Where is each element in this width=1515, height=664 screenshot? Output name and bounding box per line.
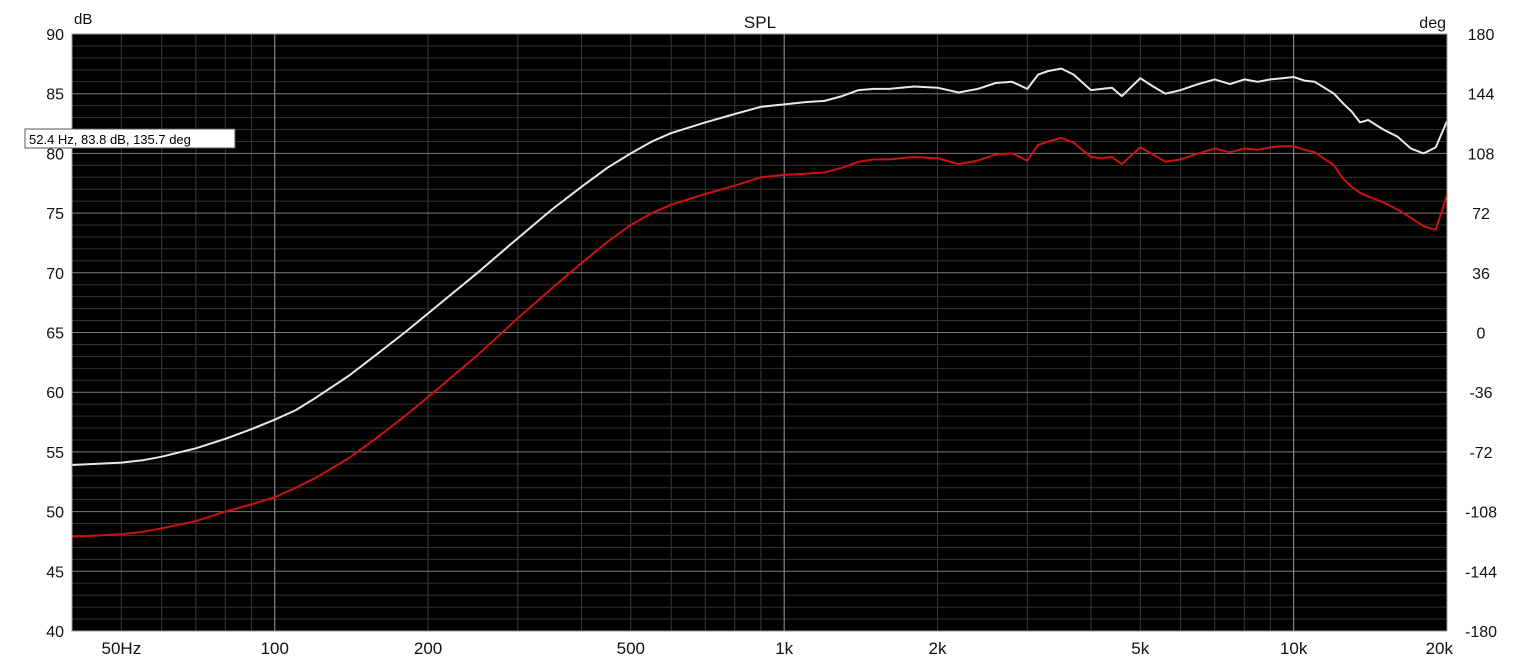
y2-tick-label: -180 [1465,624,1497,641]
y2-tick-label: -108 [1465,505,1497,522]
series-line-2 [71,136,1448,538]
chart-title: SPL [744,13,776,32]
y-tick-label: 40 [46,624,64,641]
y-tick-labels: 90 85 80 75 70 65 60 55 50 45 40 [46,27,64,641]
y-tick-label: 70 [46,266,64,283]
y-tick-label: 80 [46,146,64,163]
x-tick-label: 20k [1426,639,1454,658]
y2-tick-label: 108 [1468,146,1495,163]
series-layer [71,67,1448,538]
y2-tick-label: 144 [1468,87,1495,104]
y-tick-label: 50 [46,505,64,522]
y-axis-label: dB [74,11,92,28]
x-tick-label: 10k [1280,639,1308,658]
y-tick-label: 45 [46,564,64,581]
y2-tick-labels: 180 144 108 72 36 0 -36 -72 -108 -144 -180 [1465,27,1497,641]
y-tick-label: 85 [46,87,64,104]
y2-tick-label: 0 [1477,326,1486,343]
y2-tick-label: 72 [1472,206,1490,223]
y2-tick-label: -72 [1469,445,1492,462]
y2-axis-label: deg [1419,15,1446,32]
series-line-1 [71,67,1448,466]
y2-tick-label: -144 [1465,564,1497,581]
x-tick-label: 1k [775,639,793,658]
plot-border [71,33,1448,632]
cursor-readout: 52.4 Hz, 83.8 dB, 135.7 deg [24,128,236,149]
y-tick-label: 65 [46,326,64,343]
cursor-readout-text: 52.4 Hz, 83.8 dB, 135.7 deg [29,132,191,147]
x-tick-label: 100 [261,639,289,658]
y-tick-label: 90 [46,27,64,44]
y-tick-label: 60 [46,385,64,402]
x-tick-label: 50Hz [102,639,142,658]
x-tick-label: 2k [929,639,947,658]
x-tick-label: 5k [1131,639,1149,658]
y2-tick-label: 36 [1472,266,1490,283]
x-tick-label: 500 [617,639,645,658]
y-tick-label: 75 [46,206,64,223]
x-tick-label: 200 [414,639,442,658]
y2-tick-label: 180 [1468,27,1495,44]
y-tick-label: 55 [46,445,64,462]
y2-tick-label: -36 [1469,385,1492,402]
cursor-readout-box [24,128,236,149]
x-tick-labels: 50Hz 100 200 500 1k 2k 5k 10k 20k [102,639,1454,658]
